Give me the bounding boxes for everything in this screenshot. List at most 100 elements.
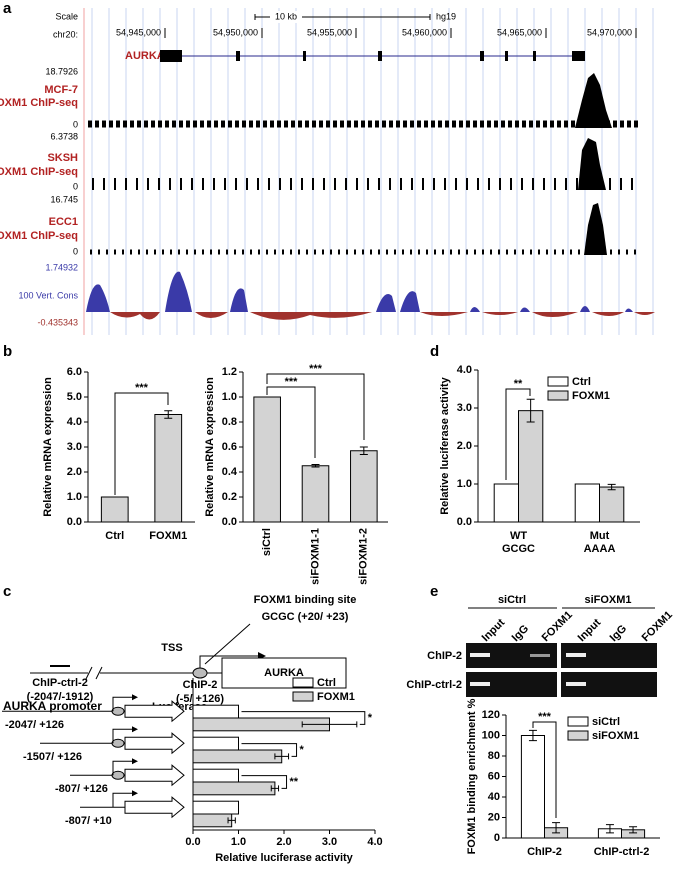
- bar: [192, 736, 239, 751]
- promoter-title: AURKA promoter: [3, 699, 102, 713]
- error-bar: [359, 446, 368, 455]
- chip-label: ChIP-2: [183, 679, 218, 691]
- gene-label: AURKA: [264, 667, 304, 679]
- x-tick-label: 4.0: [367, 836, 382, 848]
- cons-max: 1.74932: [45, 262, 78, 272]
- track-max: 6.3738: [50, 131, 78, 141]
- panel-label: e: [430, 583, 438, 600]
- error-bar: [629, 826, 638, 834]
- panel-label: a: [3, 0, 12, 17]
- gel-band: [566, 653, 586, 657]
- track-min: 0: [73, 246, 78, 256]
- chip-ctrl-range: (-2047/-1912): [27, 691, 94, 703]
- position-label: 54,960,000: [402, 27, 447, 37]
- legend-swatch: [292, 691, 314, 702]
- y-tick-label: 0.8: [222, 416, 237, 428]
- construct-tss: [112, 728, 132, 744]
- gel-group: siFOXM1: [584, 594, 631, 606]
- construct-reporter: [124, 700, 185, 723]
- significance-bracket: [266, 386, 316, 458]
- panel-label: d: [430, 343, 439, 360]
- y-axis-label: Relative luciferase activity: [439, 376, 451, 514]
- legend-swatch: [292, 677, 314, 688]
- track-max: 18.7926: [45, 66, 78, 76]
- y-tick-label: 0.4: [222, 466, 238, 478]
- bar: [192, 813, 233, 828]
- error-bar: [552, 822, 561, 834]
- track-peak: [578, 138, 606, 190]
- construct-tss-head: [132, 726, 138, 733]
- y-tick-label: 120: [482, 709, 500, 721]
- significance-label: **: [514, 378, 523, 390]
- y-tick-label: 1.0: [222, 391, 237, 403]
- x-tick-label: 1.0: [231, 836, 246, 848]
- binding-site: FOXM1 binding site: [254, 594, 357, 606]
- gel-band: [530, 654, 550, 657]
- error-bar: [270, 785, 280, 792]
- x-tick-label: WT: [510, 530, 527, 542]
- bar: [192, 704, 239, 719]
- gene-model: [160, 50, 585, 62]
- binding-pointer: [204, 623, 251, 665]
- significance-label: ***: [285, 376, 299, 388]
- legend-label: Ctrl: [572, 376, 591, 388]
- significance-bracket: [241, 743, 298, 757]
- track-min: 0: [73, 181, 78, 191]
- x-tick-label: ChIP-ctrl-2: [594, 846, 650, 858]
- gel-lane: Input: [576, 616, 604, 644]
- scale-bar-label: 10 kb: [275, 11, 297, 21]
- significance-label: ***: [309, 363, 323, 375]
- legend-label: Ctrl: [317, 677, 336, 689]
- gel-group: siCtrl: [498, 594, 526, 606]
- construct-site: [111, 738, 125, 748]
- x-tick-label: FOXM1: [149, 530, 187, 542]
- position-label: 54,955,000: [307, 27, 352, 37]
- x-tick-label: 3.0: [322, 836, 337, 848]
- legend-label: siFOXM1: [592, 730, 639, 742]
- assembly: hg19: [436, 11, 456, 21]
- tss-arrow: [199, 655, 258, 673]
- position-ticks: [164, 28, 637, 38]
- scale-bar-gap: [270, 11, 302, 23]
- y-tick-label: 0.2: [222, 491, 237, 503]
- x-tick-label: Ctrl: [105, 530, 124, 542]
- gel-band: [470, 653, 490, 657]
- gel-row: ChIP-ctrl-2: [406, 679, 462, 691]
- track-max: 16.745: [50, 194, 78, 204]
- bar: [192, 749, 283, 764]
- gel-lane: FOXM1: [640, 609, 674, 644]
- error-bar: [301, 721, 358, 728]
- y-tick-label: 5.0: [67, 391, 82, 403]
- y-tick-label: 100: [482, 729, 500, 741]
- line-break: [85, 666, 103, 680]
- bar: [154, 414, 183, 523]
- significance-label: *: [368, 712, 373, 724]
- error-bar: [526, 398, 535, 423]
- binding-motif: GCGC (+20/ +23): [262, 611, 349, 623]
- binding-site-marker: [192, 667, 208, 679]
- error-bar: [607, 483, 616, 491]
- x-tick-label: 2.0: [276, 836, 291, 848]
- x-tick-label: 0.0: [185, 836, 200, 848]
- bar: [301, 465, 330, 523]
- y-tick-label: 0.6: [222, 441, 237, 453]
- y-tick-label: 20: [488, 811, 500, 823]
- bar: [493, 483, 520, 523]
- chip-ctrl-label: ChIP-ctrl-2: [32, 677, 88, 689]
- error-bar: [274, 753, 290, 760]
- legend-swatch: [567, 730, 589, 741]
- x-tick-label: siFOXM1-2: [358, 528, 370, 585]
- track-min: 0: [73, 119, 78, 129]
- x-tick-sublabel: GCGC: [502, 543, 535, 555]
- y-tick-label: 1.0: [67, 491, 82, 503]
- bar: [100, 496, 129, 523]
- panel-label: c: [3, 583, 11, 600]
- construct-site: [111, 770, 125, 780]
- construct-site: [111, 706, 125, 716]
- y-axis-label: FOXM1 binding enrichment %: [466, 698, 478, 854]
- construct-tss: [112, 792, 132, 808]
- legend-label: FOXM1: [572, 390, 610, 402]
- y-tick-label: 0.0: [67, 516, 82, 528]
- track-label: FOXM1 ChIP-seq: [0, 166, 78, 178]
